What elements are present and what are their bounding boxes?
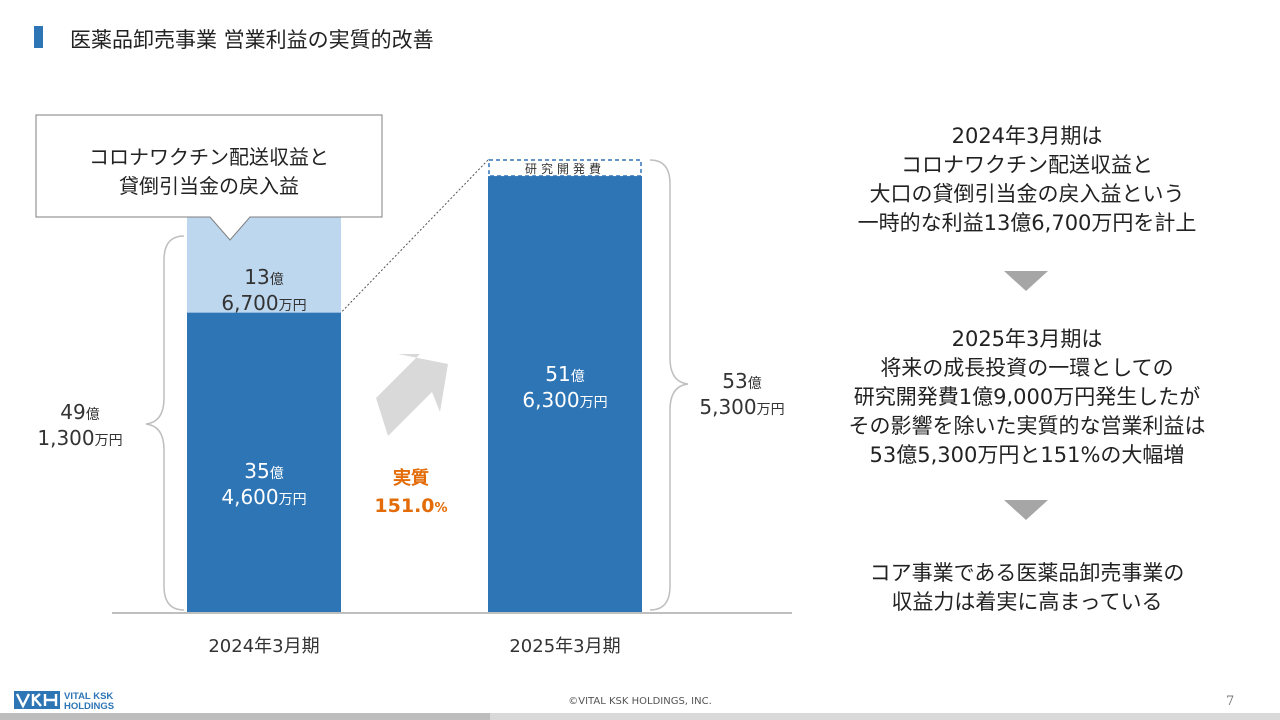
summary-2024-line: コロナワクチン配送収益と [901,153,1153,177]
label-2025-total-bottom: 5,300万円 [699,395,784,419]
footer-bar-accent [0,713,490,720]
label-2025-amount-top: 51億 [545,362,584,386]
label-2024-total-bottom: 1,300万円 [37,426,122,450]
down-triangle-icon [1004,271,1048,291]
chart: 研究開発費 コロナワクチン配送収益と 貸倒引当金の戻入益 13億 6,700万円… [35,114,792,657]
summary-2025-line: 53億5,300万円と151%の大幅増 [869,443,1185,467]
growth-label: 実質 [393,467,429,489]
page-number: 7 [1226,694,1235,709]
callout-box [35,114,383,241]
logo-text-line1: VITAL KSK [64,691,113,702]
x-tick-label-2024: 2024年3月期 [208,636,319,657]
conclusion-line: コア事業である医薬品卸売事業の [869,561,1185,585]
x-tick-label-2025: 2025年3月期 [509,636,620,657]
growth-value: 151.0% [374,495,447,517]
brace-2025-total [649,159,689,611]
logo-text-line2: HOLDINGS [64,701,114,712]
summary-block-2025: 2025年3月期は 将来の成長投資の一環としての 研究開発費1億9,000万円発… [797,325,1257,470]
summary-2025-line: 将来の成長投資の一環としての [880,356,1174,380]
summary-2024-line: 2024年3月期は [951,124,1103,148]
footer-bar [0,713,1280,720]
label-2024-core-amount-top: 35億 [244,459,283,483]
bar-2025-operating-profit [488,176,642,612]
callout-line-1: コロナワクチン配送収益と [89,145,329,169]
summary-2024-line: 一時的な利益13億6,700万円を計上 [857,211,1197,235]
summary-2025-line: 2025年3月期は [951,327,1103,351]
summary-2024-line: 大口の貸倒引当金の戻入益という [869,182,1185,206]
summary-block-2024: 2024年3月期は コロナワクチン配送収益と 大口の貸倒引当金の戻入益という 一… [797,122,1257,238]
label-2024-one-time-amount-bottom: 6,700万円 [221,291,306,315]
label-2024-core-amount-bottom: 4,600万円 [221,485,306,509]
label-2024-one-time-amount-top: 13億 [244,265,283,289]
rd-expense-label: 研究開発費 [525,161,605,176]
growth-arrow-icon [376,354,448,436]
label-2025-total-top: 53億 [722,369,761,393]
company-logo: VITAL KSK HOLDINGS [14,691,114,712]
callout-line-2: 貸倒引当金の戻入益 [119,174,299,198]
conclusion-line: 収益力は着実に高まっている [891,590,1163,614]
bar-2025-rd-expense [488,159,642,177]
label-2025-amount-bottom: 6,300万円 [522,388,607,412]
connector-line-upper [340,159,489,313]
label-2024-total-top: 49億 [60,400,99,424]
summary-2025-line: 研究開発費1億9,000万円発生したが [853,385,1201,409]
brace-2024-total [145,235,185,611]
page-title: 医薬品卸売事業 営業利益の実質的改善 [70,28,434,52]
title-accent-bar [34,26,43,48]
summary-2025-line: その影響を除いた実質的な営業利益は [848,414,1206,438]
bar-2024-core-profit [187,312,341,612]
summary-block-conclusion: コア事業である医薬品卸売事業の 収益力は着実に高まっている [797,559,1257,617]
copyright-text: ©VITAL KSK HOLDINGS, INC. [568,696,712,707]
down-triangle-icon [1004,500,1048,520]
